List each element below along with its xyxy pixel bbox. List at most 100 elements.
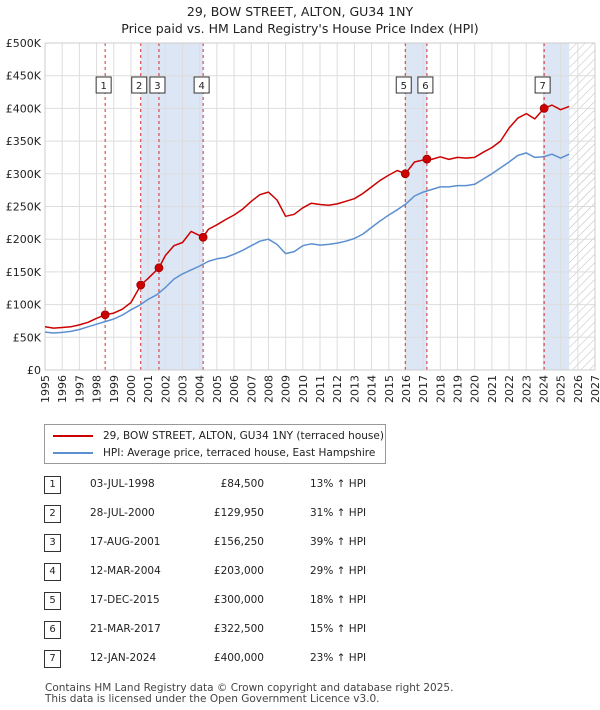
- sale-date: 12-JAN-2024: [90, 652, 157, 664]
- sale-label-number: 5: [401, 81, 407, 92]
- x-tick-label: 2015: [383, 375, 396, 403]
- sale-price: £203,000: [213, 565, 264, 577]
- sale-label-box: [95, 76, 112, 94]
- x-tick-label: 2013: [348, 375, 361, 403]
- x-tick-label: 2023: [520, 375, 533, 403]
- sale-label-number: 1: [100, 81, 106, 92]
- sale-label-number: 4: [198, 81, 204, 92]
- y-tick-label: £450K: [6, 70, 42, 83]
- x-tick-label: 2005: [211, 375, 224, 403]
- x-tick-label: 1997: [73, 375, 86, 403]
- sale-label-number: 7: [539, 81, 545, 92]
- sale-date: 28-JUL-2000: [90, 507, 155, 519]
- sale-number: 3: [44, 534, 61, 552]
- sale-label-box: [417, 76, 434, 94]
- sale-hpi-change: 15% ↑ HPI: [310, 623, 367, 635]
- x-tick-label: 2012: [331, 375, 344, 403]
- sale-label-number: 2: [136, 81, 142, 92]
- sale-price: £322,500: [213, 623, 264, 635]
- x-tick-label: 2009: [280, 375, 293, 403]
- sale-point: [136, 280, 146, 290]
- sale-point: [154, 263, 164, 273]
- table-row: 3 17-AUG-2001 £156,250 39% ↑ HPI: [44, 534, 544, 554]
- y-tick-label: £500K: [6, 37, 42, 50]
- y-tick-label: £50K: [13, 331, 42, 344]
- x-tick-label: 2019: [452, 375, 465, 403]
- sale-number: 5: [44, 592, 61, 610]
- sale-label-box: [395, 76, 412, 94]
- sale-number: 7: [44, 650, 61, 668]
- sale-hpi-change: 18% ↑ HPI: [310, 594, 367, 606]
- table-row: 1 03-JUL-1998 £84,500 13% ↑ HPI: [44, 476, 544, 496]
- x-tick-label: 2024: [537, 375, 550, 403]
- x-tick-label: 2017: [417, 375, 430, 403]
- table-row: 4 12-MAR-2004 £203,000 29% ↑ HPI: [44, 563, 544, 583]
- sale-point: [100, 310, 110, 320]
- x-tick-label: 2018: [434, 375, 447, 403]
- x-tick-label: 2020: [469, 375, 482, 403]
- sale-date: 03-JUL-1998: [90, 478, 155, 490]
- footer-licence: This data is licensed under the Open Gov…: [45, 693, 380, 705]
- sale-date: 17-AUG-2001: [90, 536, 161, 548]
- x-tick-label: 2010: [297, 375, 310, 403]
- sale-point: [539, 104, 549, 113]
- footer-attribution: Contains HM Land Registry data © Crown c…: [45, 683, 453, 705]
- y-tick-label: £300K: [6, 168, 42, 181]
- legend-item-property: 29, BOW STREET, ALTON, GU34 1NY (terrace…: [53, 430, 384, 442]
- series-line-hpi: [44, 152, 570, 334]
- y-tick-label: £200K: [6, 233, 42, 246]
- sale-number: 4: [44, 563, 61, 581]
- sale-label-box: [131, 76, 148, 94]
- x-tick-label: 2007: [245, 375, 258, 403]
- x-tick-label: 2014: [366, 375, 379, 403]
- x-tick-label: 2004: [194, 375, 207, 403]
- sale-price: £129,950: [213, 507, 264, 519]
- table-row: 6 21-MAR-2017 £322,500 15% ↑ HPI: [44, 621, 544, 641]
- legend-label-hpi: HPI: Average price, terraced house, East…: [103, 447, 376, 459]
- sale-price: £300,000: [213, 594, 264, 606]
- y-tick-label: £400K: [6, 102, 42, 115]
- x-tick-label: 2022: [503, 375, 516, 403]
- sale-date: 21-MAR-2017: [90, 623, 161, 635]
- sale-point: [422, 154, 432, 164]
- sale-label-box: [534, 76, 551, 94]
- x-tick-label: 1996: [56, 375, 69, 403]
- sale-point: [400, 169, 410, 179]
- sale-label-box: [193, 76, 210, 94]
- x-tick-label: 2027: [589, 375, 600, 403]
- x-tick-label: 2021: [486, 375, 499, 403]
- x-tick-label: 2011: [314, 375, 327, 403]
- legend-swatch-hpi: [53, 452, 93, 454]
- x-tick-label: 2006: [228, 375, 241, 403]
- footer-copyright: Contains HM Land Registry data © Crown c…: [45, 682, 454, 694]
- legend-label-property: 29, BOW STREET, ALTON, GU34 1NY (terrace…: [103, 430, 384, 442]
- chart-title-address: 29, BOW STREET, ALTON, GU34 1NY: [186, 4, 414, 19]
- sale-label-box: [149, 76, 166, 94]
- sale-price: £84,500: [220, 478, 264, 490]
- x-tick-label: 1998: [91, 375, 104, 403]
- sale-hpi-change: 31% ↑ HPI: [310, 507, 367, 519]
- x-tick-label: 2016: [400, 375, 413, 403]
- x-tick-label: 2002: [159, 375, 172, 403]
- table-row: 2 28-JUL-2000 £129,950 31% ↑ HPI: [44, 505, 544, 525]
- chart-subtitle: Price paid vs. HM Land Registry's House …: [121, 21, 479, 36]
- legend-swatch-property: [53, 435, 93, 437]
- series-line-property: [44, 104, 570, 329]
- sale-price: £156,250: [213, 536, 264, 548]
- x-tick-label: 2026: [572, 375, 585, 403]
- sale-number: 1: [44, 476, 61, 494]
- sale-hpi-change: 23% ↑ HPI: [310, 652, 367, 664]
- x-tick-label: 2001: [142, 375, 155, 403]
- sale-date: 12-MAR-2004: [90, 565, 161, 577]
- table-row: 5 17-DEC-2015 £300,000 18% ↑ HPI: [44, 592, 544, 612]
- x-tick-label: 1995: [39, 375, 52, 403]
- y-tick-label: £150K: [6, 266, 42, 279]
- chart-legend: 29, BOW STREET, ALTON, GU34 1NY (terrace…: [44, 424, 386, 464]
- sale-label-number: 6: [422, 81, 428, 92]
- y-tick-label: £250K: [6, 201, 42, 214]
- sale-number: 2: [44, 505, 61, 523]
- x-tick-label: 2025: [555, 375, 568, 403]
- sale-point: [198, 232, 208, 242]
- y-tick-label: £0: [27, 364, 41, 377]
- y-tick-label: £100K: [6, 299, 42, 312]
